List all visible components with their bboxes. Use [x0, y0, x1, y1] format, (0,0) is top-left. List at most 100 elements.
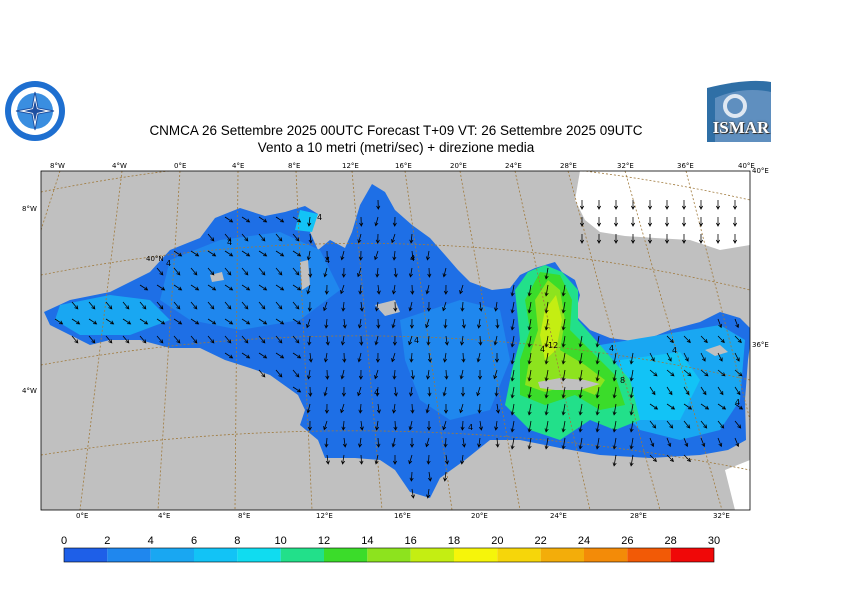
wind-arrow	[717, 386, 724, 396]
aegean-wind-zone	[525, 280, 605, 395]
wind-arrow	[717, 352, 723, 362]
wind-arrow	[358, 284, 363, 295]
wind-arrow	[478, 335, 483, 346]
wind-arrow	[579, 200, 585, 210]
wind-arrow	[578, 386, 583, 399]
wind-arrow	[342, 352, 347, 363]
wind-arrow	[71, 301, 79, 310]
lon-label: 4°E	[158, 512, 170, 520]
wind-arrow	[275, 352, 285, 359]
wind-arrow	[307, 301, 312, 312]
wind-arrows	[54, 199, 744, 499]
wind-arrow	[306, 318, 311, 329]
wind-arrow	[258, 352, 268, 359]
wind-arrow	[493, 369, 498, 380]
wind-arrow	[700, 420, 708, 429]
wind-arrow	[357, 267, 362, 278]
wind-arrow	[207, 284, 217, 291]
wind-arrow	[613, 217, 619, 227]
wind-arrow	[393, 420, 398, 431]
wind-arrow	[477, 403, 482, 414]
cnmca-logo	[4, 80, 66, 142]
wind-arrow	[444, 369, 449, 380]
wind-arrow	[544, 267, 549, 280]
wind-arrow	[477, 370, 483, 380]
colorbar-box	[410, 548, 454, 562]
lon-label: 0°E	[174, 162, 186, 170]
lon-label: 4°W	[112, 162, 127, 170]
wind-arrow	[426, 454, 431, 465]
contour-label: 12	[548, 341, 558, 350]
lon-label: 20°E	[471, 512, 488, 520]
colorbar-box	[454, 548, 498, 562]
wind-arrow	[325, 335, 330, 346]
lon-label: 32°E	[713, 512, 730, 520]
lon-label: 24°E	[505, 162, 522, 170]
wind-arrow	[527, 335, 532, 348]
wind-arrow	[717, 403, 727, 410]
wind-arrow	[510, 284, 515, 297]
wind-arrow	[666, 454, 674, 462]
wind-arrow	[478, 420, 483, 431]
wind-arrow	[715, 234, 721, 244]
wind-arrow	[393, 301, 398, 312]
wind-arrow	[734, 403, 744, 410]
wind-arrow	[426, 301, 431, 312]
wind-arrow	[666, 369, 675, 377]
wind-arrow	[443, 284, 448, 295]
wind-arrow	[561, 369, 566, 382]
wind-arrow	[629, 386, 634, 399]
contour-label: 4	[540, 345, 545, 354]
wind-arrow	[510, 335, 515, 348]
wind-arrow	[734, 352, 740, 362]
wind-arrow	[578, 403, 583, 416]
wind-arrow	[734, 318, 740, 329]
wind-arrow	[292, 267, 300, 276]
wind-arrow	[443, 471, 448, 482]
sea-patch	[160, 232, 340, 330]
wind-arrow	[649, 437, 655, 448]
wind-arrow	[258, 267, 266, 276]
lon-label: 28°E	[560, 162, 577, 170]
wind-arrow	[510, 318, 515, 331]
colorbar-box	[194, 548, 238, 562]
wind-arrow	[477, 318, 482, 329]
southeast-white-area	[725, 460, 750, 510]
wind-arrow	[612, 454, 617, 467]
wind-arrow	[443, 352, 448, 363]
wind-arrow	[408, 420, 413, 431]
wind-arrow	[292, 250, 302, 257]
lat-label: 40°N	[146, 255, 164, 263]
wind-arrow	[308, 386, 313, 397]
wind-arrow	[510, 352, 515, 365]
contour-label: 4	[468, 423, 473, 432]
colorbar-tick-label: 22	[535, 535, 547, 547]
wind-arrow	[460, 420, 465, 431]
wind-arrow	[527, 386, 532, 399]
wind-arrow	[156, 267, 164, 276]
wind-arrow	[307, 335, 312, 346]
wind-arrow	[649, 369, 658, 377]
sea-patch	[615, 352, 700, 420]
wind-arrow	[275, 301, 283, 310]
island-crete	[538, 378, 600, 390]
colorbar-box	[670, 548, 714, 562]
wind-arrow	[358, 437, 363, 448]
wind-arrow	[427, 352, 432, 363]
wind-arrow	[527, 403, 532, 416]
graticule	[41, 171, 750, 510]
wind-arrow	[561, 352, 566, 365]
wind-arrow	[357, 233, 362, 244]
wind-arrow	[374, 216, 379, 227]
wind-arrow	[561, 386, 566, 399]
contour-labels: 4 4 4 4 4 4 4 4 4 4 12 8 4 4	[166, 213, 740, 432]
wind-arrow	[374, 454, 379, 465]
wind-arrow	[275, 233, 283, 242]
wind-arrow	[173, 335, 181, 344]
wind-arrow	[544, 386, 549, 399]
wind-arrow	[664, 217, 670, 227]
wind-arrow	[359, 301, 364, 312]
wind-arrow	[510, 420, 515, 433]
ismar-logo	[707, 78, 771, 142]
wind-arrow	[392, 369, 397, 380]
